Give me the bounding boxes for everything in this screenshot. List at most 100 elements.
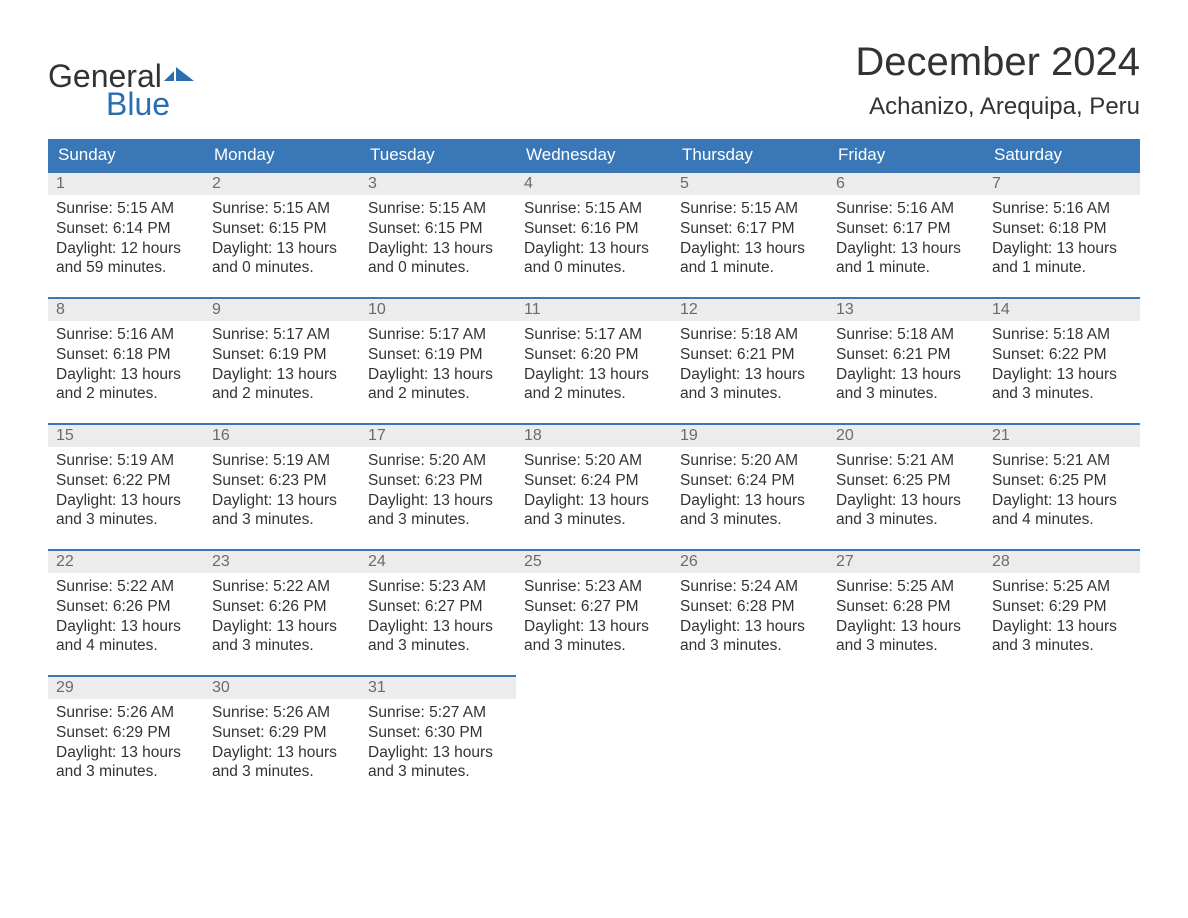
- calendar-day-cell: 2Sunrise: 5:15 AMSunset: 6:15 PMDaylight…: [204, 172, 360, 298]
- day-number: 28: [984, 551, 1140, 573]
- day-details: Sunrise: 5:16 AMSunset: 6:18 PMDaylight:…: [984, 195, 1140, 286]
- day-sunrise: Sunrise: 5:15 AM: [212, 199, 352, 219]
- day-number: 23: [204, 551, 360, 573]
- day-dl2: and 0 minutes.: [368, 258, 508, 278]
- weekday-header: Wednesday: [516, 139, 672, 172]
- day-dl2: and 1 minute.: [680, 258, 820, 278]
- day-sunset: Sunset: 6:17 PM: [680, 219, 820, 239]
- calendar-empty-cell: [828, 676, 984, 802]
- day-dl2: and 3 minutes.: [836, 384, 976, 404]
- day-sunrise: Sunrise: 5:15 AM: [524, 199, 664, 219]
- day-number: 4: [516, 173, 672, 195]
- day-dl2: and 3 minutes.: [212, 510, 352, 530]
- day-dl1: Daylight: 13 hours: [212, 743, 352, 763]
- calendar-day-cell: 24Sunrise: 5:23 AMSunset: 6:27 PMDayligh…: [360, 550, 516, 676]
- day-dl2: and 2 minutes.: [56, 384, 196, 404]
- calendar-day-cell: 29Sunrise: 5:26 AMSunset: 6:29 PMDayligh…: [48, 676, 204, 802]
- day-dl2: and 3 minutes.: [212, 762, 352, 782]
- day-sunset: Sunset: 6:21 PM: [680, 345, 820, 365]
- day-sunset: Sunset: 6:16 PM: [524, 219, 664, 239]
- day-dl1: Daylight: 13 hours: [836, 365, 976, 385]
- day-details: Sunrise: 5:15 AMSunset: 6:15 PMDaylight:…: [360, 195, 516, 286]
- calendar-day-cell: 3Sunrise: 5:15 AMSunset: 6:15 PMDaylight…: [360, 172, 516, 298]
- day-number: 14: [984, 299, 1140, 321]
- day-dl2: and 0 minutes.: [212, 258, 352, 278]
- day-dl1: Daylight: 13 hours: [680, 239, 820, 259]
- calendar-week-row: 22Sunrise: 5:22 AMSunset: 6:26 PMDayligh…: [48, 550, 1140, 676]
- day-number: 25: [516, 551, 672, 573]
- day-dl1: Daylight: 13 hours: [680, 617, 820, 637]
- day-number: 20: [828, 425, 984, 447]
- day-sunrise: Sunrise: 5:19 AM: [212, 451, 352, 471]
- day-sunrise: Sunrise: 5:18 AM: [992, 325, 1132, 345]
- day-sunset: Sunset: 6:24 PM: [680, 471, 820, 491]
- day-details: Sunrise: 5:22 AMSunset: 6:26 PMDaylight:…: [48, 573, 204, 664]
- day-details: Sunrise: 5:16 AMSunset: 6:18 PMDaylight:…: [48, 321, 204, 412]
- calendar-day-cell: 26Sunrise: 5:24 AMSunset: 6:28 PMDayligh…: [672, 550, 828, 676]
- day-details: Sunrise: 5:17 AMSunset: 6:19 PMDaylight:…: [204, 321, 360, 412]
- day-sunrise: Sunrise: 5:20 AM: [680, 451, 820, 471]
- calendar-day-cell: 4Sunrise: 5:15 AMSunset: 6:16 PMDaylight…: [516, 172, 672, 298]
- day-number: 17: [360, 425, 516, 447]
- page-title: December 2024: [855, 40, 1140, 85]
- day-sunrise: Sunrise: 5:16 AM: [992, 199, 1132, 219]
- day-dl1: Daylight: 13 hours: [212, 239, 352, 259]
- calendar-day-cell: 23Sunrise: 5:22 AMSunset: 6:26 PMDayligh…: [204, 550, 360, 676]
- day-sunset: Sunset: 6:27 PM: [524, 597, 664, 617]
- day-number: 29: [48, 677, 204, 699]
- day-details: Sunrise: 5:25 AMSunset: 6:29 PMDaylight:…: [984, 573, 1140, 664]
- day-dl2: and 1 minute.: [836, 258, 976, 278]
- weekday-header: Saturday: [984, 139, 1140, 172]
- day-sunset: Sunset: 6:29 PM: [992, 597, 1132, 617]
- day-dl2: and 3 minutes.: [680, 510, 820, 530]
- day-dl1: Daylight: 13 hours: [992, 365, 1132, 385]
- day-details: Sunrise: 5:26 AMSunset: 6:29 PMDaylight:…: [204, 699, 360, 790]
- day-sunset: Sunset: 6:26 PM: [56, 597, 196, 617]
- day-details: Sunrise: 5:21 AMSunset: 6:25 PMDaylight:…: [828, 447, 984, 538]
- calendar-day-cell: 10Sunrise: 5:17 AMSunset: 6:19 PMDayligh…: [360, 298, 516, 424]
- day-sunrise: Sunrise: 5:15 AM: [680, 199, 820, 219]
- day-sunrise: Sunrise: 5:16 AM: [836, 199, 976, 219]
- day-number: 3: [360, 173, 516, 195]
- day-sunrise: Sunrise: 5:18 AM: [680, 325, 820, 345]
- calendar-week-row: 8Sunrise: 5:16 AMSunset: 6:18 PMDaylight…: [48, 298, 1140, 424]
- day-number: 15: [48, 425, 204, 447]
- day-sunset: Sunset: 6:25 PM: [836, 471, 976, 491]
- calendar-day-cell: 25Sunrise: 5:23 AMSunset: 6:27 PMDayligh…: [516, 550, 672, 676]
- day-sunset: Sunset: 6:26 PM: [212, 597, 352, 617]
- day-details: Sunrise: 5:18 AMSunset: 6:21 PMDaylight:…: [828, 321, 984, 412]
- day-sunrise: Sunrise: 5:19 AM: [56, 451, 196, 471]
- day-sunrise: Sunrise: 5:17 AM: [212, 325, 352, 345]
- header: General Blue December 2024 Achanizo, Are…: [48, 40, 1140, 121]
- day-number: 26: [672, 551, 828, 573]
- day-sunset: Sunset: 6:19 PM: [368, 345, 508, 365]
- day-sunrise: Sunrise: 5:26 AM: [212, 703, 352, 723]
- day-dl2: and 3 minutes.: [992, 636, 1132, 656]
- calendar-day-cell: 31Sunrise: 5:27 AMSunset: 6:30 PMDayligh…: [360, 676, 516, 802]
- day-details: Sunrise: 5:23 AMSunset: 6:27 PMDaylight:…: [516, 573, 672, 664]
- day-sunrise: Sunrise: 5:25 AM: [992, 577, 1132, 597]
- day-sunrise: Sunrise: 5:21 AM: [836, 451, 976, 471]
- day-number: 24: [360, 551, 516, 573]
- calendar-day-cell: 1Sunrise: 5:15 AMSunset: 6:14 PMDaylight…: [48, 172, 204, 298]
- day-number: 16: [204, 425, 360, 447]
- day-dl1: Daylight: 13 hours: [212, 617, 352, 637]
- day-dl1: Daylight: 13 hours: [992, 491, 1132, 511]
- day-number: 6: [828, 173, 984, 195]
- day-details: Sunrise: 5:21 AMSunset: 6:25 PMDaylight:…: [984, 447, 1140, 538]
- day-dl1: Daylight: 13 hours: [992, 617, 1132, 637]
- calendar-day-cell: 5Sunrise: 5:15 AMSunset: 6:17 PMDaylight…: [672, 172, 828, 298]
- calendar-day-cell: 21Sunrise: 5:21 AMSunset: 6:25 PMDayligh…: [984, 424, 1140, 550]
- day-number: 18: [516, 425, 672, 447]
- day-sunset: Sunset: 6:30 PM: [368, 723, 508, 743]
- day-sunrise: Sunrise: 5:15 AM: [368, 199, 508, 219]
- day-dl2: and 3 minutes.: [368, 636, 508, 656]
- day-details: Sunrise: 5:18 AMSunset: 6:21 PMDaylight:…: [672, 321, 828, 412]
- day-dl1: Daylight: 13 hours: [836, 491, 976, 511]
- calendar-day-cell: 22Sunrise: 5:22 AMSunset: 6:26 PMDayligh…: [48, 550, 204, 676]
- day-dl2: and 3 minutes.: [836, 510, 976, 530]
- day-details: Sunrise: 5:26 AMSunset: 6:29 PMDaylight:…: [48, 699, 204, 790]
- day-number: 27: [828, 551, 984, 573]
- day-dl2: and 3 minutes.: [368, 510, 508, 530]
- calendar-day-cell: 27Sunrise: 5:25 AMSunset: 6:28 PMDayligh…: [828, 550, 984, 676]
